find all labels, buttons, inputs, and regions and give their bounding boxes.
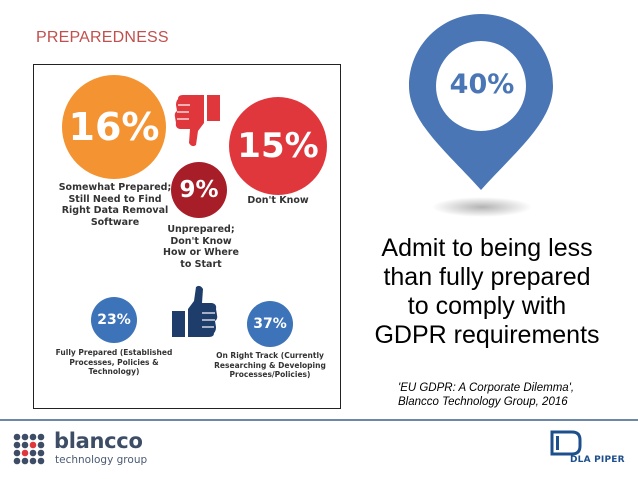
- thumbs-up-icon: [172, 285, 218, 337]
- footer-bar: blancco technology group DLA PIPER: [0, 419, 638, 479]
- callout-value: 40%: [449, 69, 515, 100]
- brand-subtitle: technology group: [55, 454, 148, 466]
- preparedness-infographic: 16% Somewhat Prepared; Still Need to Fin…: [33, 64, 341, 409]
- stat-label-on-right-track: On Right Track (Currently Researching & …: [214, 351, 326, 379]
- stat-label-unprepared: Unprepared; Don't Know How or Where to S…: [163, 224, 239, 270]
- partner-name: DLA PIPER: [570, 455, 625, 465]
- citation-publisher: Blancco Technology Group, 2016: [398, 396, 568, 408]
- callout-text: Admit to being less than fully prepared …: [374, 234, 600, 349]
- thumbs-down-icon: [174, 95, 220, 147]
- pin-shadow: [432, 197, 532, 217]
- stat-label-fully-prepared: Fully Prepared (Established Processes, P…: [55, 348, 173, 376]
- stat-circle-unprepared: 9%: [171, 162, 227, 218]
- stat-circle-on-right-track: 37%: [247, 301, 293, 347]
- slide-title: PREPAREDNESS: [36, 29, 169, 46]
- brand-name: blancco: [54, 429, 143, 453]
- stat-circle-dont-know: 15%: [229, 97, 327, 195]
- stat-label-dont-know: Don't Know: [247, 195, 309, 206]
- map-pin-icon: [409, 14, 553, 190]
- stat-circle-fully-prepared: 23%: [91, 297, 137, 343]
- source-citation: 'EU GDPR: A Corporate Dilemma', Blancco …: [398, 381, 628, 409]
- stat-label-somewhat-prepared: Somewhat Prepared; Still Need to Find Ri…: [58, 182, 172, 228]
- stat-circle-somewhat-prepared: 16%: [62, 75, 166, 179]
- citation-title: 'EU GDPR: A Corporate Dilemma',: [398, 382, 575, 394]
- dla-piper-logo-icon: [550, 430, 624, 473]
- blancco-logo-icon: [13, 433, 45, 465]
